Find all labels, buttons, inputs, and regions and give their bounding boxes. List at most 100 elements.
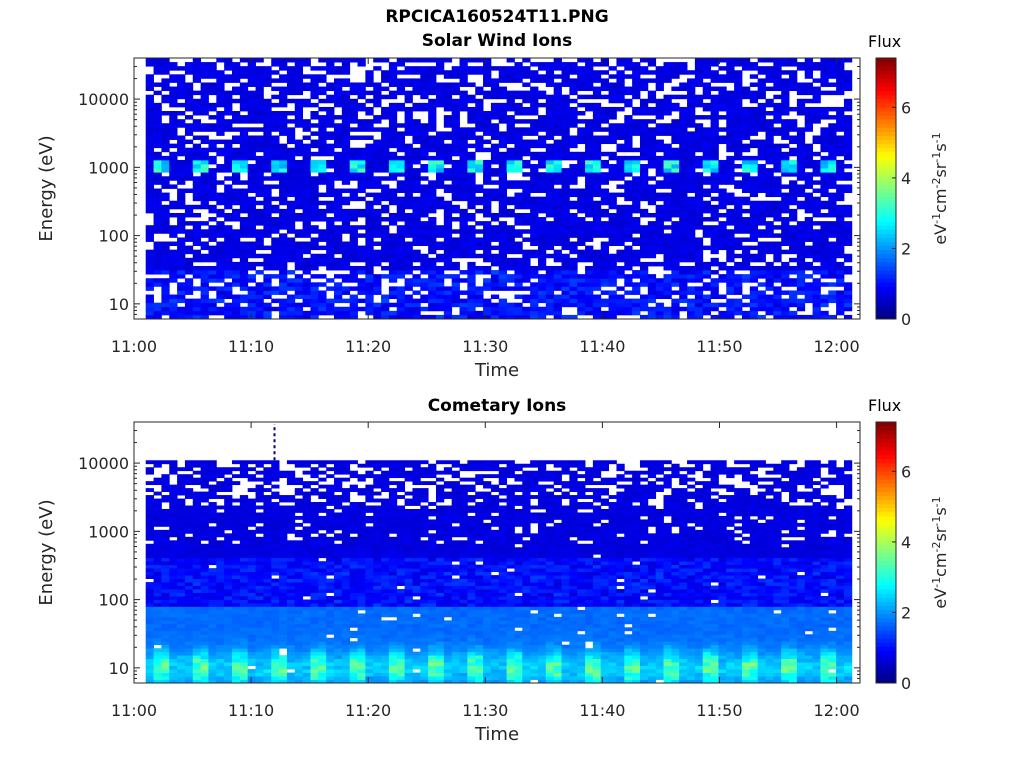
heatmap-cell <box>224 249 233 255</box>
heatmap-cell <box>216 249 225 255</box>
heatmap-cell <box>765 221 774 226</box>
heatmap-cell <box>334 241 343 246</box>
heatmap-cell <box>537 188 547 193</box>
heatmap-cell <box>632 82 641 87</box>
heatmap-cell <box>161 58 170 63</box>
heatmap-cell <box>192 119 202 124</box>
heatmap-cell <box>294 164 304 169</box>
heatmap-cell <box>687 131 696 136</box>
heatmap-cell <box>310 90 319 96</box>
heatmap-cell <box>624 290 633 295</box>
heatmap-cell <box>224 217 233 222</box>
heatmap-cell <box>286 298 296 304</box>
heatmap-cell <box>710 184 719 189</box>
heatmap-cell <box>169 568 178 573</box>
heatmap-cell <box>341 274 351 279</box>
heatmap-cell <box>726 143 735 149</box>
heatmap-cell <box>184 662 194 666</box>
heatmap-cell <box>373 249 382 255</box>
heatmap-cell <box>655 155 664 161</box>
heatmap-cell <box>843 82 853 87</box>
heatmap-cell <box>718 225 727 230</box>
heatmap-cell <box>200 298 209 304</box>
heatmap-cell <box>569 172 578 177</box>
heatmap-cell <box>396 184 406 189</box>
heatmap-cell <box>765 294 774 300</box>
heatmap-cell <box>334 265 343 271</box>
heatmap-cell <box>412 253 421 259</box>
heatmap-cell <box>600 115 609 120</box>
heatmap-cell <box>530 188 539 193</box>
heatmap-cell <box>428 123 437 128</box>
heatmap-cell <box>679 208 688 214</box>
heatmap-cell <box>639 111 649 116</box>
heatmap-cell <box>145 519 154 524</box>
heatmap-cell <box>310 274 319 279</box>
heatmap-cell <box>286 70 296 75</box>
heatmap-cell <box>279 217 288 222</box>
heatmap-cell <box>741 147 751 153</box>
heatmap-cell <box>812 62 821 67</box>
heatmap-cell <box>687 180 696 185</box>
heatmap-cell <box>326 298 335 304</box>
heatmap-cell <box>373 151 382 157</box>
heatmap-cell <box>679 168 688 173</box>
heatmap-cell <box>388 139 398 145</box>
heatmap-cell <box>530 98 539 104</box>
heatmap-cell <box>208 204 217 210</box>
heatmap-cell <box>373 94 382 100</box>
colorbar-tick-label: 0 <box>901 310 911 329</box>
heatmap-cell <box>585 290 594 295</box>
heatmap-cell <box>781 196 790 202</box>
heatmap-cell <box>334 237 343 242</box>
heatmap-cell <box>396 314 406 320</box>
heatmap-cell <box>506 225 515 230</box>
heatmap-cell <box>443 265 453 271</box>
heatmap-cell <box>600 78 609 83</box>
heatmap-cell <box>553 310 562 316</box>
heatmap-cell <box>741 237 751 242</box>
heatmap-cell <box>514 286 523 291</box>
heatmap-cell <box>153 282 162 287</box>
heatmap-cell <box>161 460 170 465</box>
heatmap-cell <box>318 257 327 263</box>
heatmap-cell <box>404 245 413 251</box>
colorbar-swatch <box>876 131 896 136</box>
heatmap-cell <box>585 82 594 87</box>
heatmap-cell <box>145 620 154 625</box>
heatmap-cell <box>420 314 429 320</box>
colorbar-swatch <box>876 70 896 75</box>
heatmap-cell <box>647 274 657 279</box>
heatmap-cell <box>388 131 398 136</box>
heatmap-cell <box>514 196 523 202</box>
heatmap-cell <box>161 86 170 92</box>
heatmap-cell <box>412 106 421 112</box>
heatmap-cell <box>279 261 288 267</box>
heatmap-cell <box>294 306 304 312</box>
heatmap-cell <box>734 237 743 242</box>
heatmap-cell <box>153 188 162 193</box>
heatmap-cell <box>749 127 759 132</box>
heatmap-cell <box>412 237 421 242</box>
heatmap-cell <box>506 306 515 312</box>
heatmap-cell <box>545 115 555 120</box>
heatmap-cell <box>302 225 311 230</box>
heatmap-cell <box>616 253 625 259</box>
heatmap-cell <box>561 115 570 120</box>
heatmap-cell <box>365 217 374 222</box>
heatmap-cell <box>365 265 374 271</box>
heatmap-cell <box>177 481 186 486</box>
heatmap-cell <box>796 257 806 263</box>
heatmap-cell <box>592 155 602 161</box>
heatmap-cell <box>639 229 649 234</box>
colorbar-swatch <box>876 164 896 169</box>
heatmap-cell <box>396 200 406 206</box>
heatmap-cell <box>428 143 437 149</box>
heatmap-cell <box>812 151 821 157</box>
heatmap-cell <box>451 119 460 124</box>
heatmap-cell <box>663 204 672 210</box>
heatmap-cell <box>396 208 406 214</box>
heatmap-cell <box>734 261 743 267</box>
heatmap-cell <box>318 310 327 316</box>
heatmap-cell <box>671 123 680 128</box>
